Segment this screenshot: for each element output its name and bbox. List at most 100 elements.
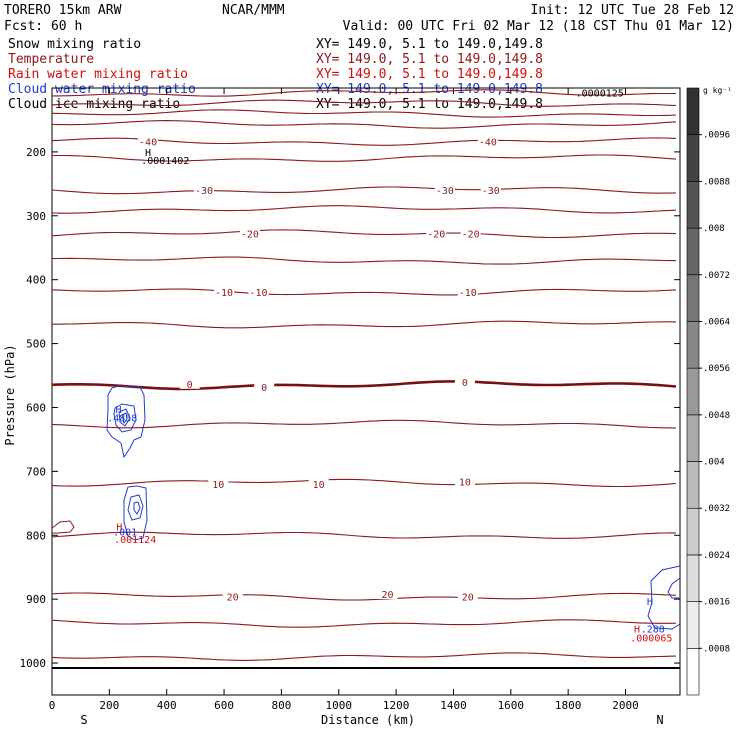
legend-xy-cloud-water: XY= 149.0, 5.1 to 149.0,149.8: [316, 82, 543, 97]
colorbar-segment: [686, 601, 700, 649]
temperature-contour-label: 10: [459, 478, 471, 489]
axis-ticks: 0 200 400 600 800 1000 1200 1400 1600 1800 2000200…: [20, 88, 680, 712]
colorbar-segment: [686, 367, 700, 416]
cloud-water-contour-8: [647, 565, 681, 630]
legend-xy-temperature: XY= 149.0, 5.1 to 149.0,149.8: [316, 52, 543, 67]
temperature-contour-label: 20: [381, 590, 393, 601]
temperature-contour: [51, 592, 677, 601]
legend-xy-rain: XY= 149.0, 5.1 to 149.0,149.8: [316, 67, 543, 82]
extremum-label: .0000125: [576, 88, 624, 99]
cloud-water-contour-6: [127, 494, 144, 521]
contour-label-bg: [222, 590, 243, 602]
contour-label-bg: [193, 184, 214, 196]
cloud-water-contour-7: [133, 501, 141, 515]
contour-label-bg: [308, 478, 329, 490]
header-center: NCAR/MMM: [222, 3, 285, 18]
extremum-label: .4858: [107, 414, 137, 425]
temperature-contour-label: 0: [187, 380, 193, 391]
cloud-water-contour-4: [121, 412, 128, 425]
temperature-contour-label: -20: [241, 230, 259, 241]
colorbar-label: .004: [703, 458, 725, 468]
freezing-level-contour: [51, 380, 677, 391]
colorbar-label: .0024: [703, 551, 730, 561]
colorbar-label: .0072: [703, 271, 730, 281]
temperature-contour: [52, 320, 677, 329]
temperature-contour: [51, 99, 677, 107]
contour-label-bg: [454, 375, 475, 387]
temperature-contour: [51, 109, 677, 118]
x-end-label-right: N: [656, 713, 663, 727]
colorbar: .0008 .0016 .0024 .0032 .004 .0048 .0056 .0064.…: [686, 87, 730, 696]
x-end-label-left: S: [80, 713, 87, 727]
colorbar-segment: [686, 274, 700, 322]
extremum-label: H: [116, 522, 122, 533]
colorbar-label: .0064: [703, 317, 730, 327]
colorbar-segment: [686, 554, 700, 602]
temperature-contour: [51, 652, 677, 661]
temperature-contour-label: 0: [261, 383, 267, 394]
extremum-label: .001124: [114, 535, 156, 546]
extremum-label: H: [634, 625, 640, 636]
temperature-contour-label: -30: [482, 186, 500, 197]
temperature-contour-label: 0: [462, 378, 468, 389]
temperature-contour: [52, 89, 676, 97]
legend-xy-snow: XY= 149.0, 5.1 to 149.0,149.8: [316, 37, 543, 52]
header-title: TORERO 15km ARW: [4, 3, 122, 18]
x-tick-label: 1200: [383, 699, 410, 712]
contour-label-bg: [248, 285, 269, 297]
temperature-contour-label: 20: [227, 593, 239, 604]
colorbar-segment: [686, 181, 700, 229]
temperature-contour-label: -10: [215, 288, 233, 299]
y-tick-label: 500: [26, 338, 46, 351]
cloud-water-contour-1: [106, 385, 146, 459]
legend: Snow mixing ratio XY= 149.0, 5.1 to 149.…: [8, 37, 543, 112]
temperature-contour-label: -10: [459, 288, 477, 299]
contour-label-bg: [460, 227, 481, 239]
temperature-contour: [51, 419, 676, 429]
contour-label-bg: [480, 184, 501, 196]
temperature-contour-label: -30: [436, 186, 454, 197]
y-tick-label: 300: [26, 210, 46, 223]
colorbar-segment: [686, 461, 700, 509]
x-tick-label: 0: [49, 699, 56, 712]
contour-label-bg: [454, 475, 475, 487]
legend-name-cloud-water: Cloud water mixing ratio: [8, 82, 196, 97]
temperature-contours: [51, 89, 677, 661]
temperature-contour-label: -40: [479, 138, 497, 149]
temperature-contour: [51, 229, 677, 239]
colorbar-label: .0008: [703, 644, 730, 654]
contour-label-bg: [434, 184, 455, 196]
contour-label-bg: [214, 285, 235, 297]
extremum-label: H: [145, 148, 151, 159]
cloud-water-contour-9: [667, 577, 681, 599]
x-tick-label: 1800: [555, 699, 582, 712]
colorbar-segment: [686, 321, 700, 369]
temperature-contour: [51, 120, 677, 129]
contour-label-bg: [208, 478, 229, 490]
colorbar-label: .0016: [703, 598, 730, 608]
temperature-contour-label: -30: [195, 186, 213, 197]
contour-label-bg: [457, 285, 478, 297]
extremum-label: .000065: [630, 633, 672, 644]
colorbar-segment: [686, 507, 700, 556]
x-tick-label: 400: [157, 699, 177, 712]
x-tick-label: 800: [271, 699, 291, 712]
x-axis-label: Distance (km): [321, 713, 415, 727]
legend-name-temperature: Temperature: [8, 52, 94, 67]
y-tick-label: 1000: [20, 657, 47, 670]
colorbar-label: .0088: [703, 177, 730, 187]
temperature-contour-label: -40: [139, 138, 157, 149]
y-tick-label: 600: [26, 401, 46, 414]
cloud-water-contour-5: [123, 485, 148, 541]
colorbar-segment: [686, 648, 700, 696]
rain-closed-contour: [51, 520, 75, 534]
cloud-water-contour-3: [118, 408, 131, 427]
y-tick-label: 800: [26, 529, 46, 542]
extremum-label: .001: [113, 527, 137, 538]
colorbar-segment: [686, 414, 700, 462]
extremum-label: H: [116, 405, 122, 416]
contour-label-bg: [426, 227, 447, 239]
contour-label-bg: [179, 377, 200, 389]
contour-label-bg: [254, 381, 275, 393]
